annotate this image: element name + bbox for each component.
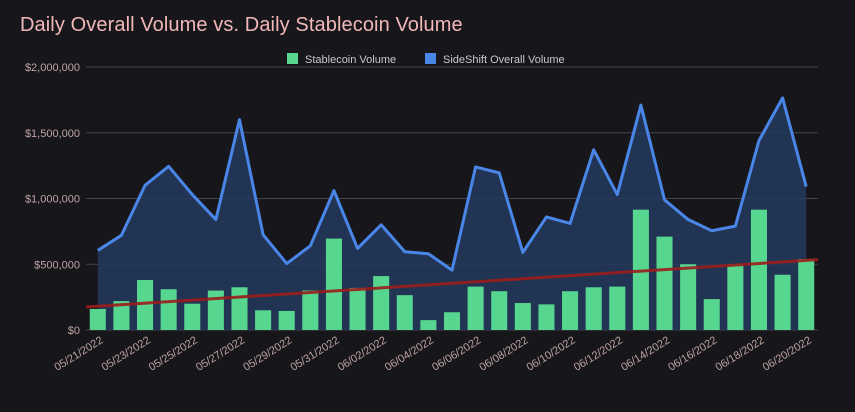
- stablecoin-bar[interactable]: [349, 287, 366, 330]
- y-tick-label: $2,000,000: [25, 62, 80, 74]
- legend[interactable]: Stablecoin Volume SideShift Overall Volu…: [287, 53, 565, 66]
- stablecoin-bar[interactable]: [727, 264, 744, 330]
- x-tick-label: 06/06/2022: [430, 334, 483, 373]
- x-tick-label: 06/10/2022: [525, 334, 578, 373]
- stablecoin-bar[interactable]: [278, 310, 295, 330]
- stablecoin-bar[interactable]: [774, 274, 791, 330]
- stablecoin-bar[interactable]: [703, 299, 720, 330]
- stablecoin-bar[interactable]: [137, 280, 154, 330]
- stablecoin-bar[interactable]: [585, 287, 602, 330]
- stablecoin-bar[interactable]: [373, 276, 390, 330]
- stablecoin-trendline: [85, 258, 819, 309]
- stablecoin-bar[interactable]: [89, 308, 106, 330]
- stablecoin-bar[interactable]: [231, 287, 248, 330]
- x-tick-label: 06/16/2022: [666, 334, 719, 373]
- stablecoin-bar[interactable]: [396, 295, 413, 330]
- stablecoin-bar[interactable]: [420, 320, 437, 330]
- x-tick-label: 06/08/2022: [477, 334, 530, 373]
- x-tick-label: 05/25/2022: [147, 334, 200, 373]
- stablecoin-bar[interactable]: [538, 304, 555, 330]
- overall-volume-line[interactable]: [96, 96, 808, 272]
- stablecoin-bar[interactable]: [207, 290, 224, 330]
- x-tick-label: 06/20/2022: [761, 334, 814, 373]
- legend-swatch-overall[interactable]: [425, 53, 436, 64]
- x-tick-label: 06/18/2022: [714, 334, 767, 373]
- stablecoin-bar[interactable]: [680, 264, 697, 330]
- stablecoin-bar[interactable]: [113, 301, 130, 330]
- legend-label-stablecoin[interactable]: Stablecoin Volume: [305, 54, 396, 66]
- x-tick-label: 05/23/2022: [100, 334, 153, 373]
- stablecoin-bar[interactable]: [443, 312, 461, 330]
- stablecoin-bar[interactable]: [302, 290, 319, 330]
- x-tick-label: 06/02/2022: [336, 334, 389, 373]
- stablecoin-bar[interactable]: [491, 291, 508, 330]
- x-tick-label: 05/21/2022: [52, 334, 105, 373]
- x-tick-label: 06/12/2022: [572, 334, 625, 373]
- stablecoin-bar[interactable]: [562, 291, 579, 330]
- y-tick-label: $0: [68, 325, 80, 337]
- y-tick-label: $500,000: [34, 259, 80, 271]
- stablecoin-bar[interactable]: [514, 303, 531, 330]
- stablecoin-bar[interactable]: [609, 286, 626, 330]
- x-tick-label: 06/04/2022: [383, 334, 436, 373]
- stablecoin-bar[interactable]: [467, 286, 484, 330]
- y-tick-label: $1,500,000: [25, 128, 80, 140]
- stablecoin-bar[interactable]: [325, 238, 342, 330]
- legend-swatch-stablecoin[interactable]: [287, 53, 298, 64]
- stablecoin-bar[interactable]: [656, 236, 673, 330]
- chart-title: Daily Overall Volume vs. Daily Stablecoi…: [20, 14, 463, 36]
- x-tick-label: 05/31/2022: [288, 334, 341, 373]
- x-tick-label: 06/14/2022: [619, 334, 672, 373]
- stablecoin-bar[interactable]: [184, 303, 201, 330]
- x-tick-label: 05/29/2022: [241, 334, 294, 373]
- stablecoin-bar[interactable]: [160, 289, 177, 330]
- stablecoin-bar[interactable]: [798, 258, 815, 330]
- stablecoin-bar[interactable]: [750, 209, 767, 330]
- y-tick-label: $1,000,000: [25, 194, 80, 206]
- x-tick-label: 05/27/2022: [194, 334, 247, 373]
- stablecoin-bar[interactable]: [255, 310, 272, 330]
- legend-label-overall[interactable]: SideShift Overall Volume: [443, 54, 565, 66]
